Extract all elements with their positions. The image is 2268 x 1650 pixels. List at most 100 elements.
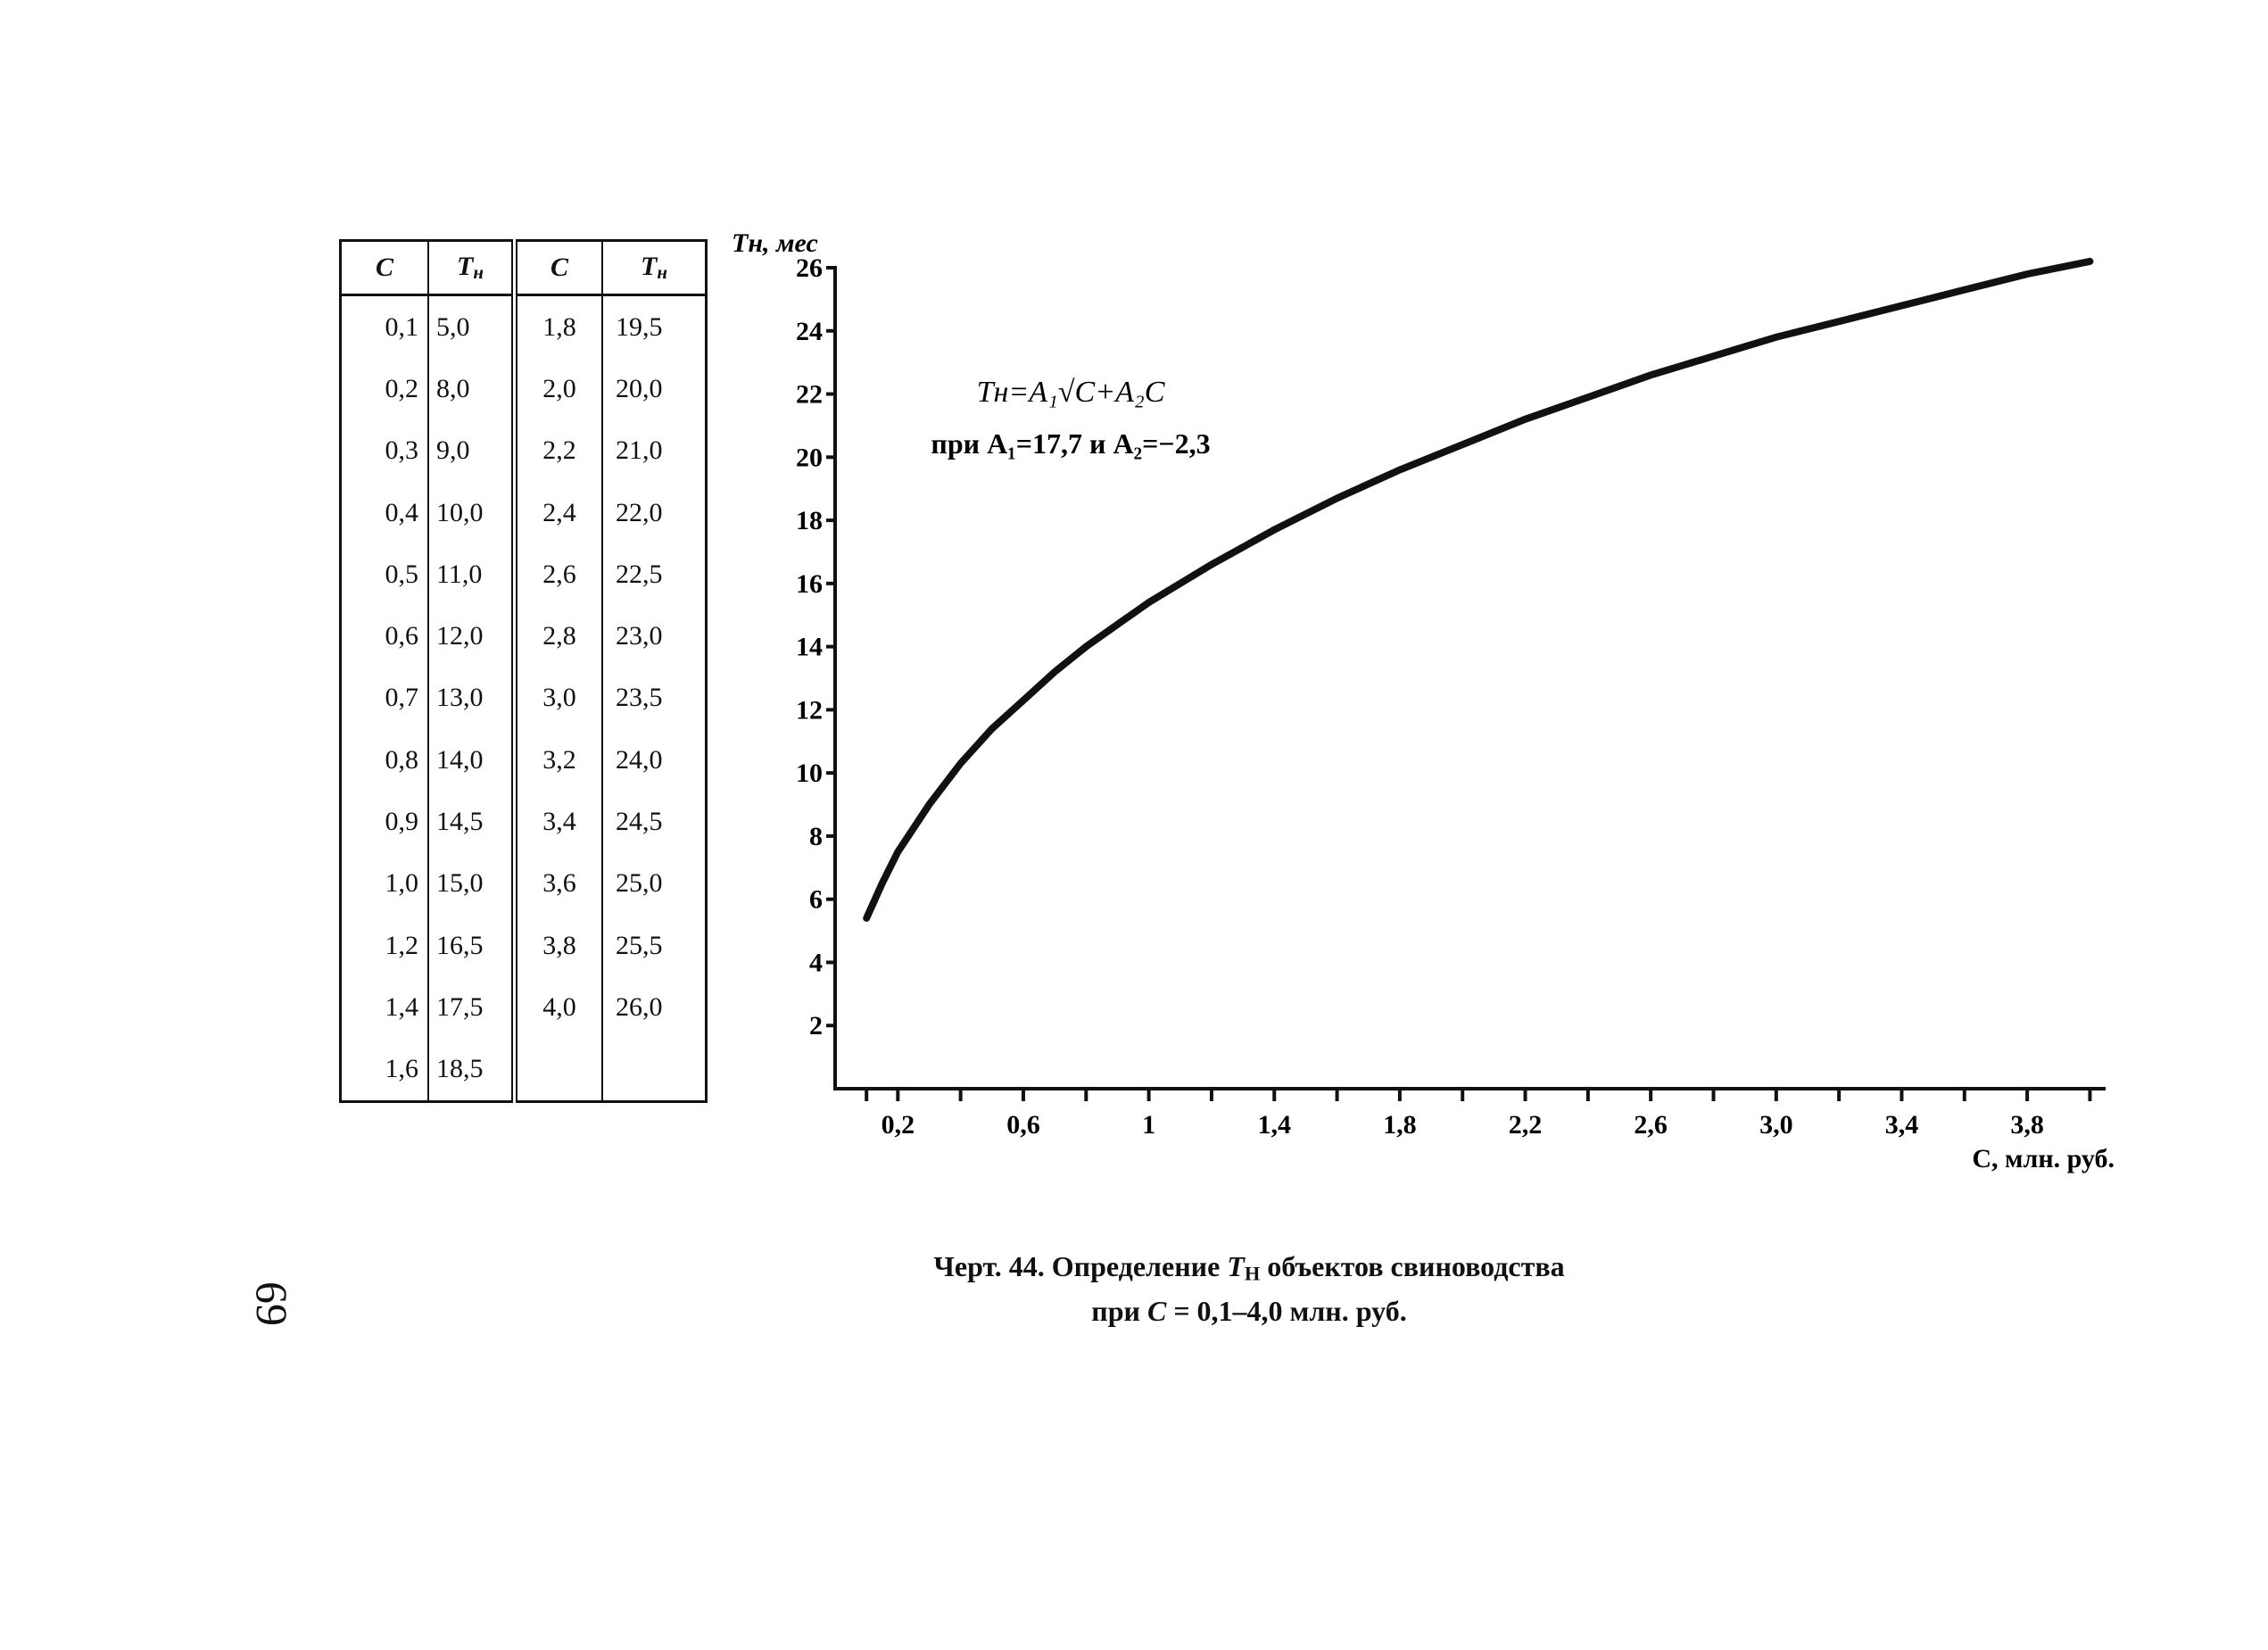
condition-annotation: при A₁=17,7 и A₂=−2,3 <box>931 427 1210 460</box>
table-cell: 2,2 <box>511 419 602 482</box>
y-tick-label: 8 <box>809 822 823 851</box>
y-tick-label: 24 <box>796 317 823 346</box>
table-cell: 5,0 <box>427 294 515 359</box>
table-cell: 22,0 <box>601 481 707 544</box>
series-line <box>863 257 2094 922</box>
y-tick-label: 10 <box>796 759 823 788</box>
table-cell: 23,0 <box>601 605 707 667</box>
table-cell: 3,2 <box>511 729 602 792</box>
header-c-1: C <box>340 240 428 296</box>
table-cell: 1,8 <box>511 294 602 359</box>
table-cell: 3,6 <box>511 852 602 915</box>
table-cell: 0,4 <box>385 497 419 527</box>
y-tick-label: 22 <box>796 380 823 410</box>
table-header-row: C Tн C Tн <box>340 240 707 296</box>
table-cell: 2,0 <box>511 358 602 420</box>
y-tick-label: 20 <box>796 443 823 472</box>
table-row: 0,8 14,0 3,2 24,0 <box>341 729 707 792</box>
caption-line-2: при C = 0,1–4,0 млн. руб. <box>1091 1295 1407 1328</box>
table-cell <box>601 1038 707 1102</box>
y-tick-label: 12 <box>796 695 823 725</box>
table-row: 0,9 14,5 3,4 24,5 <box>341 791 707 853</box>
table-cell: 16,5 <box>427 914 515 977</box>
table-row: 1,2 16,5 3,8 25,5 <box>341 914 707 977</box>
table-cell: 8,0 <box>427 358 515 420</box>
caption-line-1: Черт. 44. Определение TН объектов свинов… <box>933 1250 1565 1285</box>
table-cell: 2,6 <box>511 543 602 606</box>
table-cell: 0,1 <box>385 311 419 342</box>
x-tick-label: 2,2 <box>1509 1110 1543 1140</box>
y-axis-label-text: Tн, мес <box>732 228 818 258</box>
x-tick-label: 1,4 <box>1257 1110 1291 1140</box>
table-cell: 13,0 <box>427 667 515 730</box>
table-cell: 4,0 <box>511 976 602 1039</box>
table-body: 0,1 5,0 1,8 19,5 0,2 8,0 2,0 20,0 0,3 9,0 2,2 21,0 0… <box>341 294 707 1102</box>
table-row: 1,6 18,5 <box>341 1038 707 1102</box>
table-cell: 0,5 <box>385 559 419 589</box>
table-cell: 12,0 <box>427 605 515 667</box>
table-cell: 22,5 <box>601 543 707 606</box>
table-cell: 9,0 <box>427 419 515 482</box>
table-row: 0,6 12,0 2,8 23,0 <box>341 605 707 667</box>
table-cell: 23,5 <box>601 667 707 730</box>
table-cell: 0,9 <box>385 807 419 837</box>
table-cell: 1,2 <box>385 930 419 960</box>
table-row: 0,4 10,0 2,4 22,0 <box>341 481 707 544</box>
table-row: 1,4 17,5 4,0 26,0 <box>341 976 707 1039</box>
x-tick-label: 3,8 <box>2010 1110 2044 1140</box>
table-cell: 1,6 <box>385 1054 419 1084</box>
table-cell: 17,5 <box>427 976 515 1039</box>
table-cell: 26,0 <box>601 976 707 1039</box>
table-cell: 2,8 <box>511 605 602 667</box>
x-tick-label: 0,6 <box>1006 1110 1040 1140</box>
x-axis-label: C, млн. руб. <box>1972 1144 2115 1173</box>
y-tick-label: 16 <box>796 569 823 599</box>
y-tick-label: 2 <box>809 1011 823 1041</box>
y-axis-label: Tн, мес <box>732 228 818 258</box>
table-cell: 10,0 <box>427 481 515 544</box>
table-cell: 11,0 <box>427 543 515 606</box>
table-cell: 25,0 <box>601 852 707 915</box>
x-tick-label: 3,4 <box>1885 1110 1919 1140</box>
table-row: 0,2 8,0 2,0 20,0 <box>341 358 707 420</box>
table-cell: 3,0 <box>511 667 602 730</box>
table-cell: 21,0 <box>601 419 707 482</box>
table-cell: 14,5 <box>427 791 515 853</box>
table-cell: 14,0 <box>427 729 515 792</box>
table-cell: 0,7 <box>385 683 419 713</box>
x-tick-label: 2,6 <box>1634 1110 1668 1140</box>
table-cell: 3,4 <box>511 791 602 853</box>
y-tick-label: 18 <box>796 506 823 535</box>
table-cell: 0,8 <box>385 744 419 775</box>
header-c-2: C <box>511 240 602 296</box>
x-tick-label: 3,0 <box>1759 1110 1793 1140</box>
table-cell: 0,3 <box>385 435 419 466</box>
table-row: 0,5 11,0 2,6 22,5 <box>341 543 707 606</box>
table-cell: 18,5 <box>427 1038 515 1102</box>
table-row: 1,0 15,0 3,6 25,0 <box>341 852 707 915</box>
table-cell: 19,5 <box>601 294 707 359</box>
header-t-2: Tн <box>601 240 707 296</box>
table-cell: 24,0 <box>601 729 707 792</box>
table-row: 0,1 5,0 1,8 19,5 <box>341 294 707 359</box>
table-cell: 25,5 <box>601 914 707 977</box>
table-cell: 1,4 <box>385 991 419 1022</box>
table-cell <box>511 1038 602 1102</box>
x-axis-ticks: 0,2 0,6 1 1,4 1,8 2,2 2,6 3,0 3,4 3,8 <box>865 1089 2092 1140</box>
table-cell: 2,4 <box>511 481 602 544</box>
table-cell: 15,0 <box>427 852 515 915</box>
table-cell: 0,2 <box>385 373 419 403</box>
x-tick-label: 0,2 <box>882 1110 915 1140</box>
figure-caption: Черт. 44. Определение TН объектов свинов… <box>803 1248 1695 1330</box>
x-tick-label: 1 <box>1142 1110 1155 1140</box>
y-tick-label: 4 <box>809 948 823 977</box>
table-cell: 0,6 <box>385 621 419 651</box>
table-row: 0,3 9,0 2,2 21,0 <box>341 419 707 482</box>
formula-annotation: Tн=A₁√C+A₂C <box>977 376 1165 409</box>
table-cell: 1,0 <box>385 868 419 899</box>
header-t-1: Tн <box>427 240 515 296</box>
y-tick-label: 14 <box>796 633 823 662</box>
x-tick-label: 1,8 <box>1383 1110 1417 1140</box>
